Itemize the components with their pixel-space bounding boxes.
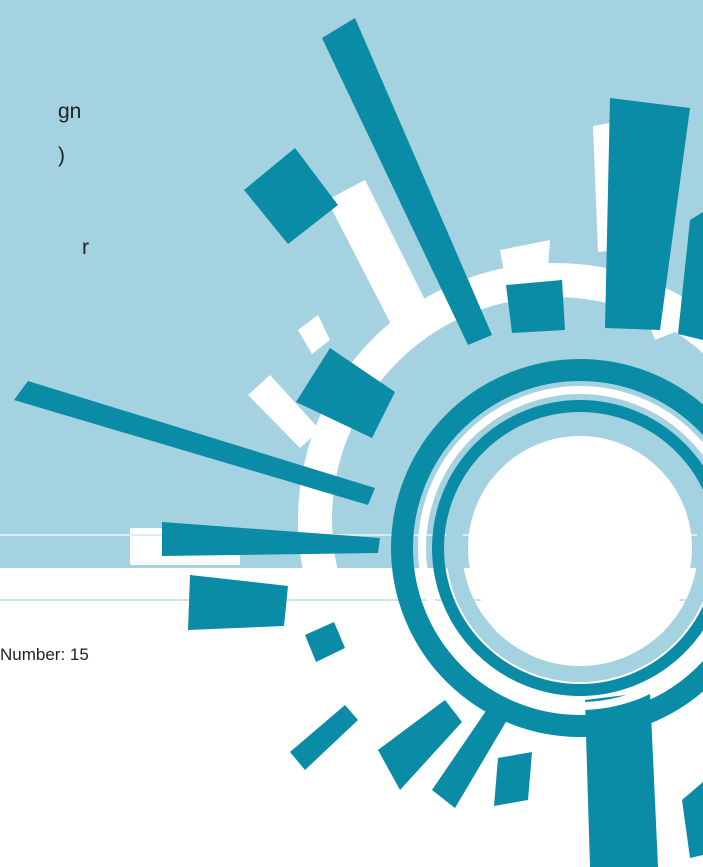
- text-fragment-1: gn: [58, 100, 82, 123]
- light-blue-ring: [446, 414, 703, 682]
- white-outer-ring: [298, 263, 703, 777]
- outer-teal-ring: [391, 359, 703, 737]
- text-fragment-3: r: [82, 236, 89, 259]
- text-fragment-2: ): [58, 144, 65, 167]
- white-center-disc: [468, 436, 692, 660]
- inner-white-ring: [418, 386, 703, 710]
- number-label: Number: 15: [0, 645, 89, 664]
- inner-teal-ring: [432, 400, 703, 696]
- teal-burst-rays: [14, 18, 703, 867]
